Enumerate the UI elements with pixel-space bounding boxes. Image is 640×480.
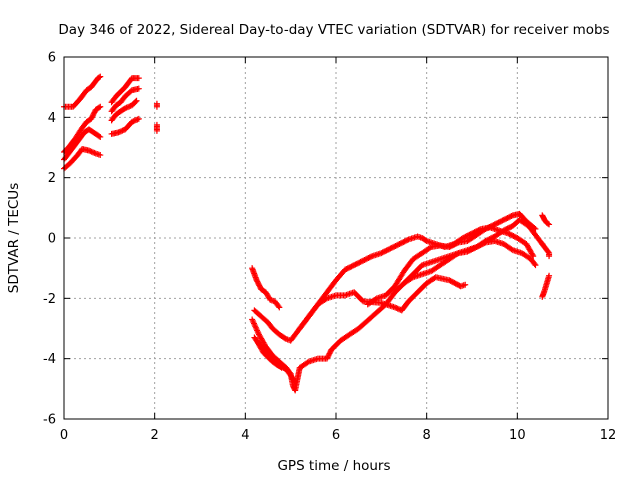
data-point bbox=[97, 103, 104, 110]
data-point bbox=[90, 149, 97, 156]
data-point bbox=[532, 225, 539, 232]
data-point bbox=[133, 97, 140, 104]
data-point bbox=[532, 262, 539, 269]
x-tick-label: 2 bbox=[151, 428, 159, 443]
data-point bbox=[481, 240, 488, 247]
data-point bbox=[135, 75, 142, 82]
data-point bbox=[454, 240, 461, 247]
data-point bbox=[252, 323, 259, 330]
data-point bbox=[254, 328, 261, 335]
data-point bbox=[126, 103, 133, 110]
data-point bbox=[531, 225, 538, 232]
data-point bbox=[255, 330, 262, 337]
x-tick-label: 0 bbox=[60, 428, 68, 443]
data-point bbox=[422, 237, 429, 244]
y-tick-labels: -6 -4 -2 0 2 4 6 bbox=[43, 51, 56, 428]
data-point bbox=[546, 272, 553, 279]
x-tick-label: 12 bbox=[600, 428, 617, 443]
data-point bbox=[85, 147, 92, 154]
data-point bbox=[393, 304, 400, 311]
data-point bbox=[508, 213, 515, 220]
x-tick-label: 4 bbox=[241, 428, 249, 443]
data-point bbox=[252, 324, 259, 331]
data-point bbox=[129, 118, 135, 125]
data-point bbox=[462, 281, 469, 288]
x-axis-label: GPS time / hours bbox=[277, 458, 390, 474]
data-point bbox=[96, 133, 103, 140]
data-point bbox=[87, 148, 94, 155]
y-axis-label: SDTVAR / TECUs bbox=[6, 183, 22, 293]
data-point bbox=[97, 73, 104, 80]
data-point bbox=[508, 246, 515, 253]
data-point bbox=[529, 251, 536, 258]
data-point bbox=[275, 303, 282, 310]
data-point bbox=[153, 103, 160, 110]
data-point bbox=[97, 152, 104, 159]
x-tick-labels: 0 2 4 6 8 10 12 bbox=[60, 428, 616, 443]
chart-title: Day 346 of 2022, Sidereal Day-to-day VTE… bbox=[58, 22, 609, 38]
data-point bbox=[276, 304, 283, 311]
data-point bbox=[292, 379, 299, 386]
data-point bbox=[91, 149, 98, 156]
data-point bbox=[253, 326, 260, 333]
data-point bbox=[96, 74, 103, 81]
data-point bbox=[277, 363, 284, 370]
data-points bbox=[61, 73, 553, 394]
data-point bbox=[372, 296, 379, 303]
data-point bbox=[250, 320, 257, 327]
data-point bbox=[404, 237, 411, 244]
data-point bbox=[119, 127, 126, 134]
y-tick-label: 6 bbox=[48, 51, 56, 66]
data-point bbox=[249, 317, 256, 324]
data-point bbox=[122, 105, 129, 112]
data-point bbox=[282, 335, 288, 342]
data-point bbox=[546, 253, 553, 260]
data-point bbox=[546, 221, 553, 228]
data-point bbox=[132, 98, 139, 105]
data-point bbox=[134, 116, 141, 123]
y-tick-label: 4 bbox=[48, 111, 56, 126]
x-tick-label: 8 bbox=[423, 428, 431, 443]
data-point bbox=[250, 319, 257, 326]
data-point bbox=[115, 129, 122, 136]
data-point bbox=[367, 253, 374, 260]
data-point bbox=[251, 321, 258, 328]
data-point bbox=[97, 133, 104, 140]
data-point bbox=[394, 305, 401, 312]
data-point bbox=[88, 148, 95, 155]
plot-frame bbox=[63, 56, 609, 420]
y-tick-label: -4 bbox=[43, 352, 56, 367]
data-point bbox=[123, 104, 130, 111]
data-point bbox=[133, 117, 140, 124]
data-point bbox=[135, 85, 142, 92]
data-point bbox=[531, 260, 538, 267]
data-point bbox=[530, 253, 537, 260]
data-point bbox=[291, 378, 298, 385]
x-tick-label: 10 bbox=[509, 428, 526, 443]
data-point bbox=[153, 127, 160, 134]
data-point bbox=[135, 115, 142, 122]
y-tick-label: -2 bbox=[43, 292, 56, 307]
data-point bbox=[96, 104, 103, 111]
data-point bbox=[124, 104, 131, 111]
y-tick-label: 2 bbox=[48, 171, 56, 186]
data-point bbox=[391, 304, 398, 311]
data-point bbox=[426, 244, 433, 251]
x-tick-label: 6 bbox=[332, 428, 340, 443]
data-point bbox=[254, 327, 261, 334]
y-tick-label: 0 bbox=[48, 232, 56, 247]
y-tick-label: -6 bbox=[43, 413, 56, 428]
data-point bbox=[304, 359, 311, 366]
data-point bbox=[544, 220, 551, 227]
data-point bbox=[249, 316, 256, 323]
data-point bbox=[130, 118, 137, 125]
data-point bbox=[131, 117, 138, 124]
data-point bbox=[116, 128, 123, 135]
data-point bbox=[118, 128, 125, 135]
data-point bbox=[278, 364, 285, 371]
